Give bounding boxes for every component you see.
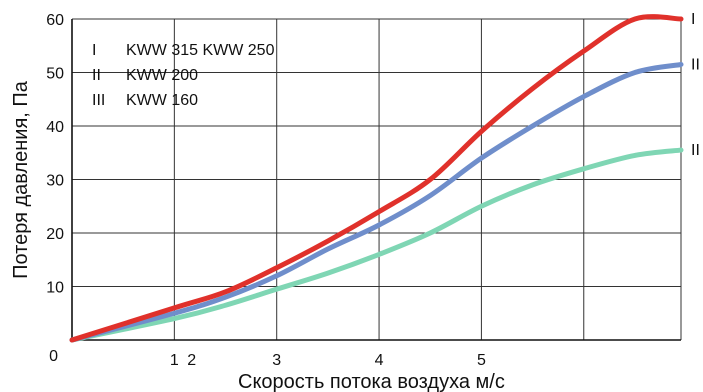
- series-line-III: [69, 147, 684, 343]
- grid-layer: [72, 18, 682, 341]
- x-tick-label-1: 1: [170, 352, 179, 369]
- y-tick-label-50: 50: [46, 66, 64, 83]
- series-line-I: [69, 14, 684, 343]
- legend-label-2: KWW 200: [126, 67, 198, 84]
- x-tick-label-4: 4: [375, 352, 384, 369]
- y-tick-label-60: 60: [46, 12, 64, 29]
- y-tick-label-10: 10: [46, 280, 64, 297]
- y-axis-title: Потеря давления, Па: [10, 80, 32, 279]
- x-axis-title: Скорость потока воздуха м/с: [238, 371, 505, 392]
- y-tick-label-40: 40: [46, 119, 64, 136]
- x-tick-label-5: 5: [477, 352, 486, 369]
- x-tick-label-3: 3: [272, 352, 281, 369]
- x-tick-label-0: 0: [49, 348, 58, 365]
- legend-label-3: KWW 160: [126, 92, 198, 109]
- series-line-II: [69, 61, 684, 343]
- y-tick-label-20: 20: [46, 226, 64, 243]
- legend-id-3: III: [92, 92, 105, 109]
- legend: I KWW 315 KWW 250 II KWW 200 III KWW 160: [92, 42, 275, 109]
- series-end-label-3: II: [691, 142, 700, 159]
- y-tick-label-30: 30: [46, 173, 64, 190]
- series-end-label-2: II: [691, 56, 700, 73]
- axis-layer: 10 20 30 40 50 60 0 1 2 3 4 5: [46, 12, 681, 369]
- series-layer: [69, 14, 684, 343]
- legend-id-1: I: [92, 42, 96, 59]
- legend-label-1: KWW 315 KWW 250: [126, 42, 275, 59]
- legend-id-2: II: [92, 67, 101, 84]
- x-tick-label-2: 2: [187, 352, 196, 369]
- series-end-label-1: I: [691, 11, 695, 28]
